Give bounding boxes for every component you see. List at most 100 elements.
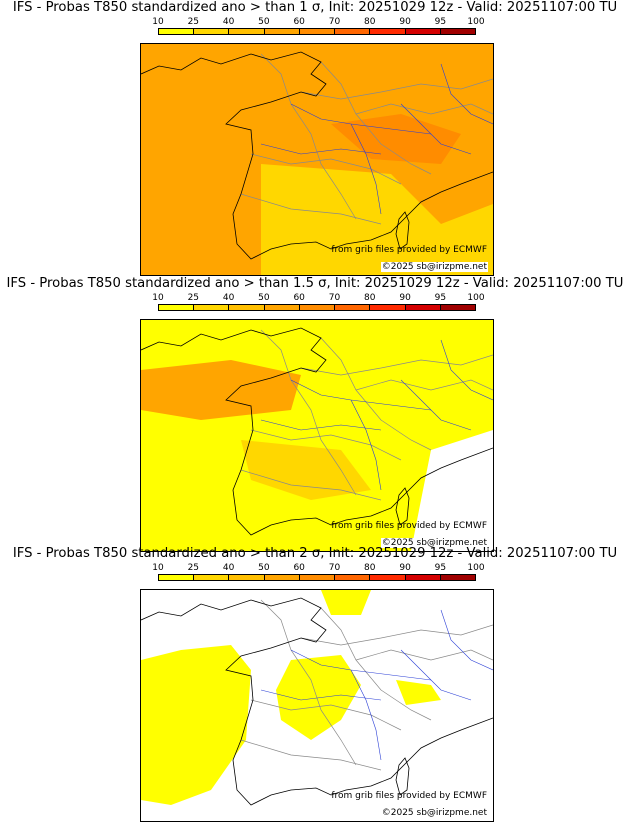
colorbar-swatch xyxy=(440,305,475,310)
probability-area xyxy=(141,360,301,420)
border-line xyxy=(240,739,382,771)
colorbar-label: 25 xyxy=(187,563,200,573)
copyright-credit: ©2025 sb@irizpme.net xyxy=(380,262,488,272)
island-outline xyxy=(395,757,410,796)
colorbar-label: 25 xyxy=(187,17,200,27)
copyright-credit: ©2025 sb@irizpme.net xyxy=(380,538,488,548)
colorbar-swatch xyxy=(299,575,336,580)
colorbar-label: 90 xyxy=(399,17,411,27)
border-line xyxy=(355,649,493,661)
colorbar-labels: 10 25 40 50 60 70 80 90 95 100 xyxy=(152,293,484,303)
colorbar-swatch xyxy=(194,575,230,580)
river-line xyxy=(440,609,493,671)
probability-area xyxy=(276,655,361,740)
border-line xyxy=(320,61,432,175)
map-canvas xyxy=(141,320,493,551)
colorbar xyxy=(158,28,476,35)
coastline xyxy=(141,327,493,536)
river-line xyxy=(400,103,472,155)
river-line xyxy=(260,419,382,431)
probability-area xyxy=(141,645,251,805)
colorbar-label: 25 xyxy=(187,293,200,303)
colorbar-label: 40 xyxy=(222,293,235,303)
colorbar-swatch xyxy=(229,305,265,310)
colorbar-label: 95 xyxy=(434,17,447,27)
colorbar-swatch xyxy=(229,575,265,580)
source-credit: from grib files provided by ECMWF xyxy=(331,245,487,255)
river-line xyxy=(440,63,493,125)
colorbar-swatch xyxy=(405,29,441,34)
map-title: IFS - Probas T850 standardized ano > tha… xyxy=(6,276,624,291)
border-line xyxy=(250,153,402,185)
colorbar-label: 60 xyxy=(293,563,305,573)
colorbar-label: 80 xyxy=(364,17,376,27)
probability-area xyxy=(241,440,371,500)
colorbar-swatch xyxy=(159,305,195,310)
border-line xyxy=(320,337,432,451)
river-line xyxy=(350,123,382,215)
map-canvas xyxy=(141,44,493,275)
probability-area xyxy=(321,590,371,615)
colorbar-label: 95 xyxy=(434,293,447,303)
colorbar-swatch xyxy=(335,305,371,310)
map-canvas xyxy=(141,590,493,821)
source-credit: from grib files provided by ECMWF xyxy=(331,521,487,531)
map-title: IFS - Probas T850 standardized ano > tha… xyxy=(12,0,618,15)
colorbar xyxy=(158,574,476,581)
colorbar-label: 50 xyxy=(258,17,270,27)
border-line xyxy=(300,354,493,376)
colorbar-swatch xyxy=(335,29,371,34)
probability-area xyxy=(331,114,461,164)
probability-map: from grib files provided by ECMWF ©2025 … xyxy=(140,319,494,552)
colorbar-label: 80 xyxy=(364,293,376,303)
probability-map: from grib files provided by ECMWF ©2025 … xyxy=(140,43,494,276)
colorbar-swatch xyxy=(370,29,406,34)
colorbar-label: 50 xyxy=(258,563,270,573)
colorbar-label: 90 xyxy=(399,293,411,303)
colorbar-label: 40 xyxy=(222,563,235,573)
border-line xyxy=(260,329,357,496)
colorbar-label: 10 xyxy=(152,17,164,27)
probability-area xyxy=(411,430,493,551)
copyright-credit: ©2025 sb@irizpme.net xyxy=(380,808,488,818)
coastline xyxy=(141,51,493,260)
island-outline xyxy=(395,487,410,526)
colorbar-label: 100 xyxy=(467,293,485,303)
border-line xyxy=(355,379,493,391)
colorbar-swatch xyxy=(299,305,336,310)
colorbar-swatch xyxy=(370,305,406,310)
probability-area xyxy=(261,164,493,275)
colorbar-label: 90 xyxy=(399,563,411,573)
colorbar-label: 70 xyxy=(328,17,341,27)
colorbar-swatch xyxy=(335,575,371,580)
colorbar-labels: 10 25 40 50 60 70 80 90 95 100 xyxy=(152,17,484,27)
colorbar-label: 80 xyxy=(364,563,376,573)
colorbar-swatch xyxy=(264,305,300,310)
colorbar-label: 70 xyxy=(328,563,341,573)
border-line xyxy=(240,193,382,225)
colorbar-swatch xyxy=(405,305,441,310)
colorbar-label: 10 xyxy=(152,563,164,573)
river-line xyxy=(400,649,472,701)
colorbar-swatch xyxy=(159,29,195,34)
colorbar-swatch xyxy=(159,575,195,580)
probability-area xyxy=(396,680,441,705)
colorbar-label: 100 xyxy=(467,563,485,573)
colorbar-swatch xyxy=(264,29,300,34)
river-line xyxy=(260,143,382,155)
colorbar xyxy=(158,304,476,311)
coastline xyxy=(141,597,493,806)
border-line xyxy=(250,429,402,461)
probability-map: from grib files provided by ECMWF ©2025 … xyxy=(140,589,494,822)
colorbar-labels: 10 25 40 50 60 70 80 90 95 100 xyxy=(152,563,484,573)
border-line xyxy=(260,53,357,220)
border-line xyxy=(320,607,432,721)
colorbar-swatch xyxy=(299,29,336,34)
border-line xyxy=(355,103,493,115)
map-panel-3: IFS - Probas T850 standardized ano > tha… xyxy=(0,546,630,822)
colorbar-swatch xyxy=(194,305,230,310)
colorbar-label: 70 xyxy=(328,293,341,303)
colorbar-swatch xyxy=(370,575,406,580)
colorbar-label: 10 xyxy=(152,293,164,303)
colorbar-label: 60 xyxy=(293,293,305,303)
